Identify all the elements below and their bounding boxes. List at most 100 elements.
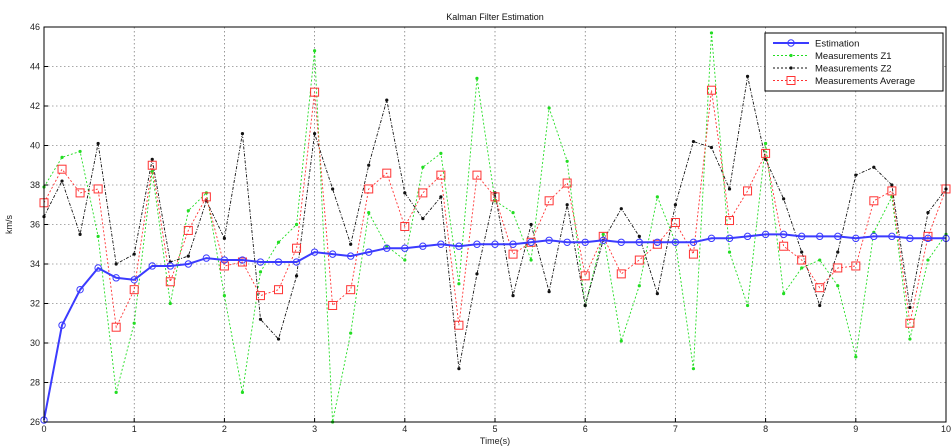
estimation-point [797,232,806,241]
measurement-point [926,258,930,262]
x-tick-label: 6 [583,424,588,434]
measurement-point [637,234,641,238]
average-point [544,196,554,206]
estimation-point [365,248,373,256]
average-point [833,263,843,273]
estimation-point [491,240,499,248]
measurement-point [457,282,461,286]
legend-label: Measurements Z1 [815,51,892,62]
series-line [43,233,946,421]
y-tick-label: 36 [30,220,40,230]
average-point [779,241,789,251]
average-point [743,186,753,196]
average-point [616,269,626,279]
measurement-point [222,236,226,240]
estimation-point [455,242,463,250]
measurement-point [565,203,569,207]
legend-entry: Measurements Z2 [773,64,892,75]
measurement-point [457,367,461,371]
measurement-point [132,321,136,325]
y-tick-label: 40 [30,141,40,151]
estimation-point [743,232,752,241]
measurement-point [421,216,425,221]
measurement-point [258,317,263,321]
measurement-point [619,207,623,211]
average-point [237,257,247,267]
y-tick-label: 38 [30,180,40,190]
measurement-point [655,195,659,199]
estimation-point [779,230,788,239]
x-tick-label: 4 [402,424,407,434]
y-tick-label: 44 [30,62,40,72]
measurement-point [367,211,371,215]
measurement-point [709,31,714,35]
estimation-point [419,242,427,250]
measurement-point [529,258,533,262]
average-point [472,170,482,180]
legend-entry: Measurements Average [773,76,915,87]
average-point [670,218,680,228]
measurement-point [349,331,353,335]
average-point [165,277,175,287]
measurement-point [565,159,569,163]
estimation-point [888,232,896,241]
measurement-point [258,270,263,274]
estimation-point [599,236,607,245]
estimation-point [274,258,283,266]
average-point [454,320,464,330]
measurement-point [789,66,793,70]
measurement-point [908,305,912,310]
average-point [75,188,85,198]
y-tick-label: 34 [30,259,40,269]
measurement-point [872,165,876,169]
measurement-point [691,139,696,144]
estimation-point [635,238,644,246]
estimation-point [509,240,517,248]
x-tick-label: 8 [763,424,768,434]
average-point [274,285,284,295]
estimation-point [870,232,878,241]
measurement-point [96,141,100,146]
measurement-point [673,203,678,207]
estimation-point [725,234,734,243]
measurement-point [403,258,407,262]
y-tick-label: 30 [30,338,40,348]
average-point [923,231,933,241]
measurement-point [727,250,732,254]
y-tick-label: 32 [30,299,40,309]
average-point [219,261,229,271]
average-point [93,184,103,194]
y-axis-label: km/s [4,215,14,234]
estimation-point [112,274,120,282]
estimation-point [787,39,795,47]
measurement-point [709,145,714,150]
chart-title: Kalman Filter Estimation [446,12,544,22]
measurement-point [313,132,317,136]
estimation-point [563,238,571,246]
measurement-point [313,49,317,53]
y-tick-label: 26 [30,417,40,427]
measurement-point [619,339,623,343]
measurement-point [511,211,515,215]
estimation-point [328,250,337,258]
measurement-point [168,301,172,306]
average-point [562,178,572,188]
measurement-point [294,222,299,227]
measurement-point [511,294,515,298]
measurement-point [114,390,118,394]
estimation-point [581,238,589,246]
x-tick-label: 5 [492,424,497,434]
measurement-point [475,272,479,276]
measurement-point [764,141,768,146]
average-point [851,261,861,271]
average-point [418,188,428,198]
x-tick-label: 10 [941,424,951,434]
measurement-point [547,106,551,110]
average-point [706,85,716,95]
average-point [201,192,211,202]
estimation-point [256,258,265,266]
measurement-point [818,258,822,262]
average-point [255,291,265,301]
estimation-point [310,248,319,256]
